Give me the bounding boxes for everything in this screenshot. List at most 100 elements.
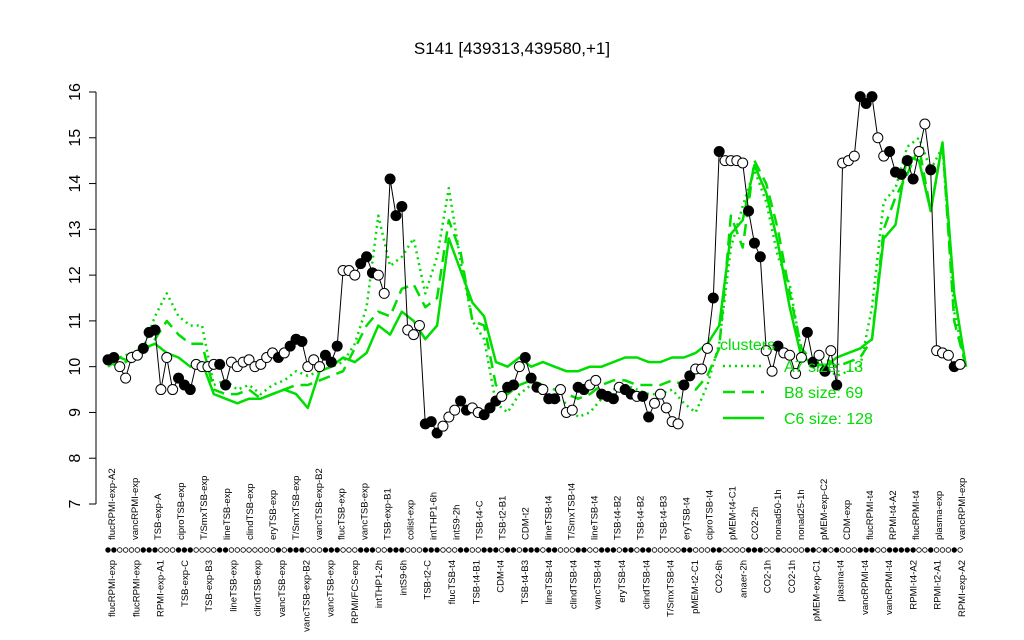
data-point: [954, 358, 966, 370]
data-point: [314, 361, 326, 373]
data-point: [819, 365, 831, 377]
rug-mark: [645, 547, 652, 553]
rug-mark: [452, 547, 458, 553]
y-tick-label: 12: [67, 266, 84, 284]
rug-mark: [434, 547, 440, 553]
rug-mark: [152, 547, 158, 553]
data-point: [455, 395, 467, 407]
rug-mark: [816, 547, 822, 553]
rug-mark: [287, 547, 293, 553]
top-tick-label: nonad25-1h: [796, 489, 807, 540]
rug-mark: [164, 547, 170, 553]
data-point: [278, 347, 290, 359]
rug-mark: [169, 547, 176, 553]
top-tick-label: TSB-t4-C: [475, 500, 486, 540]
rug-mark: [540, 547, 546, 553]
data-point: [743, 205, 755, 217]
rug-mark: [128, 547, 135, 553]
rug-mark: [352, 547, 358, 553]
data-point: [895, 168, 907, 180]
data-point: [707, 292, 719, 304]
data-point: [149, 324, 161, 336]
rug-mark: [692, 547, 699, 553]
bottom-tick-label: plasma-t4: [836, 560, 847, 602]
data-point: [919, 118, 931, 130]
data-point: [925, 164, 937, 176]
rug-mark: [675, 547, 681, 553]
bottom-tick-label: anaer-2h: [738, 560, 749, 598]
top-tick-label: flucRPMI-exp-A2: [107, 468, 118, 540]
rug-mark: [322, 547, 329, 553]
data-point: [390, 210, 402, 222]
bottom-tick-label: intS9-6h: [398, 560, 409, 595]
rug-mark: [587, 547, 593, 553]
rug-mark: [875, 547, 881, 553]
data-point: [590, 374, 602, 386]
data-point: [555, 384, 567, 396]
data-point: [848, 150, 860, 162]
bottom-tick-label: flucRPMI-exp: [107, 560, 118, 617]
top-tick-label: T/SmxTSB-exp: [199, 476, 210, 540]
data-point: [513, 361, 525, 373]
data-point: [155, 384, 167, 396]
rug-mark: [487, 547, 493, 553]
rug-mark: [669, 547, 675, 553]
bottom-tick-label: TSB-t2-C: [423, 560, 434, 600]
y-axis: 7 8 9 10 11 12 13 14 15 16: [67, 83, 97, 508]
rug-mark: [158, 547, 164, 553]
rug-mark: [263, 547, 270, 553]
top-tick-label: RPMI-t4-A2: [888, 490, 899, 540]
top-tick-label: eryTSB-exp: [268, 490, 279, 540]
rug-mark: [898, 547, 905, 553]
bottom-tick-label: flucRPMI-exp: [131, 560, 142, 617]
rug-mark: [563, 547, 570, 553]
data-point: [308, 354, 320, 366]
bottom-tick-label: CO2-1h: [787, 560, 798, 593]
top-tick-label: T/SmxTSB-t4: [567, 483, 578, 540]
rug-mark: [293, 547, 299, 553]
data-point: [607, 393, 619, 405]
rug-mark: [105, 547, 111, 553]
y-tick-label: 9: [67, 408, 84, 417]
rug-mark: [299, 547, 305, 553]
y-tick-label: 16: [67, 83, 84, 101]
legend-entry: B8 size: 69: [784, 385, 863, 402]
rug-mark: [475, 547, 481, 553]
rug-mark: [751, 547, 758, 553]
rug-mark: [175, 547, 182, 553]
rug-mark: [205, 547, 211, 553]
rug-mark: [640, 547, 646, 553]
top-tick-label: clindTSB-exp: [245, 484, 256, 541]
rug-mark: [951, 547, 957, 553]
rug-mark: [604, 547, 611, 553]
rug-marks: [105, 547, 963, 553]
rug-mark: [651, 547, 658, 553]
data-point: [296, 335, 308, 347]
data-point: [161, 352, 173, 364]
data-point: [942, 349, 954, 361]
rug-mark: [240, 547, 246, 553]
rug-mark: [122, 547, 129, 553]
data-point: [754, 251, 766, 263]
data-point: [701, 342, 713, 354]
series-line-0: [108, 136, 968, 419]
rug-mark: [281, 547, 288, 553]
rug-mark: [863, 547, 869, 553]
bottom-tick-label: RPMI-t4-A2: [908, 560, 919, 610]
rug-mark: [886, 547, 893, 553]
rug-mark: [316, 547, 323, 553]
data-point: [302, 361, 314, 373]
data-point: [525, 372, 537, 384]
rug-mark: [739, 547, 746, 553]
rug-mark: [381, 547, 387, 553]
data-point: [214, 358, 226, 370]
top-tick-labels: flucRPMI-exp-A2 vancRPMI-exp TSB-exp-A cipr…: [107, 468, 968, 540]
rug-mark: [469, 547, 476, 553]
y-tick-label: 13: [67, 220, 84, 238]
rug-mark: [769, 547, 775, 553]
rug-mark: [786, 547, 793, 553]
rug-mark: [881, 547, 887, 553]
top-tick-label: pMEM-t4-C1: [727, 486, 738, 540]
rug-mark: [305, 547, 311, 553]
rug-mark: [252, 547, 258, 553]
